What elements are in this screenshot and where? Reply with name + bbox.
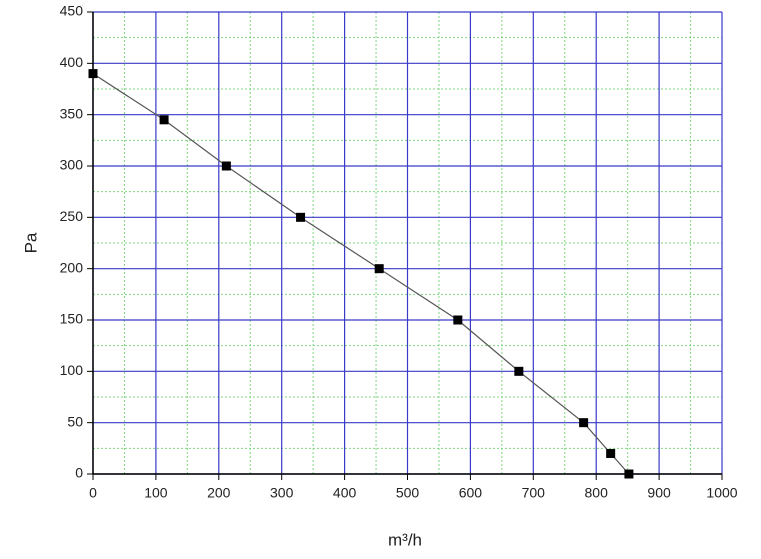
y-tick-label: 250 [60, 208, 84, 224]
data-point [514, 366, 524, 376]
x-tick-label: 800 [585, 485, 609, 501]
x-tick-label: 1000 [706, 485, 737, 501]
y-tick-label: 50 [67, 413, 83, 429]
y-tick-label: 350 [60, 105, 84, 121]
data-point [606, 448, 616, 458]
y-tick-label: 0 [75, 465, 83, 481]
y-tick-label: 400 [60, 54, 84, 70]
x-tick-label: 700 [522, 485, 546, 501]
y-tick-label: 100 [60, 362, 84, 378]
data-point [374, 264, 384, 274]
x-tick-label: 900 [647, 485, 671, 501]
y-tick-label: 300 [60, 157, 84, 173]
data-point [88, 69, 98, 79]
x-tick-label: 0 [89, 485, 97, 501]
y-tick-label: 450 [60, 3, 84, 19]
x-tick-label: 200 [207, 485, 231, 501]
x-tick-label: 500 [396, 485, 420, 501]
y-tick-label: 200 [60, 259, 84, 275]
data-point [159, 115, 169, 125]
x-axis-title: m³/h [388, 530, 422, 549]
x-tick-label: 600 [459, 485, 483, 501]
data-point [221, 161, 231, 171]
y-tick-label: 150 [60, 311, 84, 327]
data-point [296, 212, 306, 222]
data-point [624, 469, 634, 479]
x-tick-label: 100 [144, 485, 168, 501]
data-line [92, 73, 630, 475]
data-point [579, 418, 589, 428]
y-axis-title: Pa [21, 232, 40, 253]
x-tick-label: 300 [270, 485, 294, 501]
data-point [453, 315, 463, 325]
x-tick-label: 400 [333, 485, 357, 501]
